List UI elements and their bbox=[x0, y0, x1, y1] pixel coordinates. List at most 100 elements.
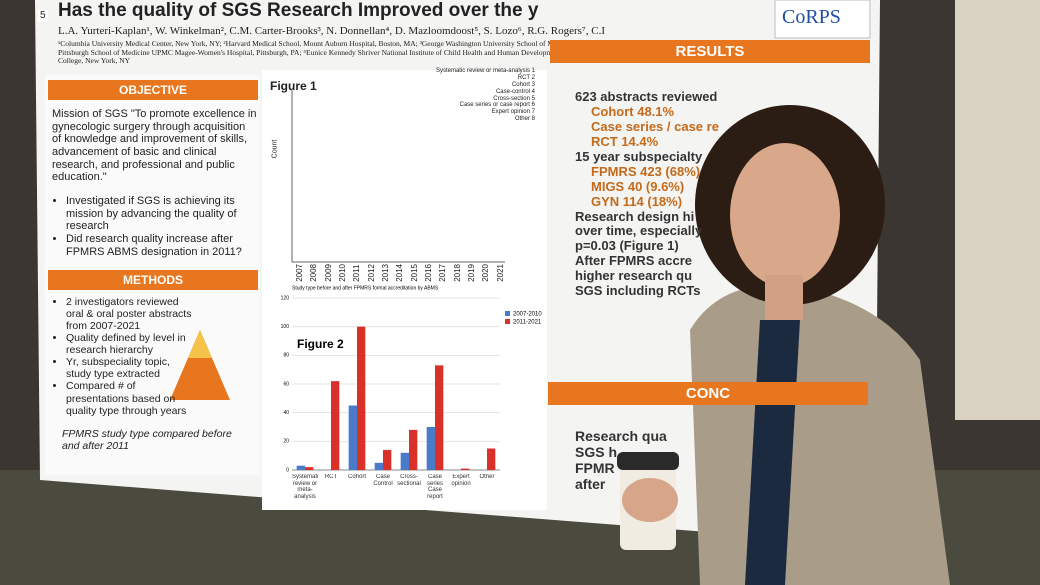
bullet: Investigated if SGS is achieving its mis… bbox=[66, 195, 271, 233]
result-line: p=0.03 (Figure 1) bbox=[575, 238, 679, 254]
year-label: 2016 bbox=[424, 264, 434, 282]
y-tick-label: 40 bbox=[283, 410, 289, 416]
conclusion-line: Research qua bbox=[575, 428, 667, 444]
year-label: 2017 bbox=[438, 264, 448, 282]
year-label: 2019 bbox=[467, 264, 477, 282]
section-heading: RESULTS bbox=[550, 40, 870, 63]
bar bbox=[487, 448, 496, 470]
x-tick-box: Other bbox=[479, 474, 494, 480]
logo-box bbox=[774, 0, 871, 39]
figure-label: Figure 1 bbox=[270, 79, 317, 93]
x-tick-label: RCT bbox=[324, 474, 338, 480]
x-tick-label: Cross-sectional bbox=[397, 474, 421, 487]
objective-list: Investigated if SGS is achieving its mis… bbox=[52, 195, 271, 258]
year-label: 2007 bbox=[295, 264, 304, 282]
figures-column bbox=[262, 70, 547, 510]
wall bbox=[955, 0, 1040, 420]
figure1-legend: Systematic review or meta-analysis 1 RCT … bbox=[430, 68, 535, 123]
figure2: Study type before and after FPMRS formal… bbox=[281, 285, 543, 500]
legend-number: 7 bbox=[531, 109, 535, 116]
logo: CoRPS bbox=[782, 6, 841, 28]
year-label: 2018 bbox=[452, 264, 462, 282]
result-line: After FPMRS accre bbox=[575, 253, 693, 269]
year-label: 2008 bbox=[309, 264, 319, 282]
x-tick-label: Case Control bbox=[373, 474, 393, 487]
page-number: 5 bbox=[38, 10, 48, 22]
year-label: 2015 bbox=[409, 264, 419, 282]
bullet: Compared # of presentations based on qua… bbox=[66, 380, 196, 416]
legend-label: Expert opinion bbox=[491, 109, 530, 116]
bar bbox=[409, 429, 418, 470]
legend-label: Other bbox=[514, 116, 530, 123]
result-line: Case series / case re bbox=[591, 118, 719, 134]
results-lines: 623 abstracts reviewed Cohort 48.1% Case s… bbox=[575, 89, 775, 299]
bar bbox=[461, 468, 470, 470]
legend-number: 2 bbox=[531, 74, 535, 81]
figure-label: Figure 2 bbox=[297, 337, 344, 351]
conclusion-lines: Research qua SGS h FPMR after bbox=[575, 428, 685, 492]
result-line: 623 abstracts reviewed bbox=[575, 89, 718, 104]
methods-list: 2 investigators reviewed oral & oral pos… bbox=[52, 296, 196, 417]
x-tick-box: Systematic review or meta-analysis bbox=[292, 474, 318, 500]
y-tick-label: 0 bbox=[286, 467, 289, 473]
year-label: 2021 bbox=[495, 264, 505, 282]
chart-title: Study type before and after FPMRS formal… bbox=[292, 285, 439, 291]
legend-label: 2011-2021 bbox=[513, 320, 542, 326]
authors: L.A. Yurteri-Kaplan¹, W. Winkelman², C.M… bbox=[58, 25, 606, 37]
legend-label: Cohort bbox=[511, 81, 530, 88]
pyramid bbox=[170, 330, 230, 400]
year-label: 2009 bbox=[323, 264, 333, 282]
x-tick-label: Expert opinion bbox=[451, 474, 471, 487]
result-line: SGS including RCTs bbox=[575, 283, 701, 299]
legend-label: RCT bbox=[517, 74, 530, 81]
legend-label: Systematic review or meta-analysis bbox=[435, 68, 530, 74]
legend-number: 4 bbox=[531, 88, 535, 95]
conclusion-line: SGS h bbox=[575, 444, 618, 461]
y-tick-label: 100 bbox=[281, 324, 290, 330]
bullet: 2 investigators reviewed oral & oral pos… bbox=[66, 296, 196, 332]
legend-swatch bbox=[505, 311, 510, 316]
year-label: 2012 bbox=[366, 264, 376, 282]
legend-label: Case-control bbox=[495, 88, 530, 95]
legend-number: 8 bbox=[531, 116, 535, 123]
year-label: 2013 bbox=[381, 264, 391, 282]
bar bbox=[426, 427, 435, 470]
bar bbox=[296, 465, 305, 470]
y-tick-label: 20 bbox=[283, 439, 289, 445]
bar bbox=[435, 365, 444, 470]
y-tick-label: 120 bbox=[281, 295, 290, 301]
bar bbox=[305, 467, 314, 470]
x-tick-label: Cohort bbox=[347, 474, 366, 480]
x-tick-box: RCT bbox=[324, 474, 338, 480]
x-tick-box: Cross-sectional bbox=[397, 474, 421, 487]
legend-number: 3 bbox=[531, 81, 535, 88]
y-tick-label: 80 bbox=[283, 353, 289, 359]
y-axis-label: Count bbox=[271, 139, 279, 159]
bullet: Yr, subspeciality topic, study type extr… bbox=[66, 356, 196, 380]
y-tick-label: 60 bbox=[283, 381, 289, 387]
legend-row: Case-control 4 bbox=[430, 89, 535, 96]
x-tick-box: Cohort bbox=[347, 474, 366, 480]
legend-row: Expert opinion 7 bbox=[430, 109, 535, 116]
bullet: Quality defined by level in research hie… bbox=[66, 332, 196, 356]
bar bbox=[348, 405, 357, 470]
year-label: 2020 bbox=[481, 264, 491, 282]
bar bbox=[383, 449, 392, 470]
result-line: MIGS 40 (9.6%) bbox=[591, 178, 685, 194]
result-line: RCT 14.4% bbox=[591, 133, 659, 149]
figure1-axes bbox=[291, 90, 505, 263]
x-tick-box: Case series Case report bbox=[427, 474, 443, 500]
bullet: Did research quality increase after FPMR… bbox=[66, 233, 271, 258]
conclusion-line: FPMR bbox=[575, 460, 615, 477]
bar bbox=[357, 326, 366, 470]
legend-number: 5 bbox=[531, 95, 535, 102]
legend-row: Cohort 3 bbox=[430, 82, 535, 89]
affiliations: ¹Columbia University Medical Center, New… bbox=[58, 40, 742, 66]
bar bbox=[331, 381, 340, 470]
legend-row: Case series or case report 6 bbox=[430, 102, 535, 109]
legend-swatch bbox=[505, 319, 510, 324]
result-line: Research design hi bbox=[575, 208, 695, 224]
legend-row: Systematic review or meta-analysis 1 bbox=[430, 68, 535, 75]
legend-row: Other 8 bbox=[430, 116, 535, 123]
